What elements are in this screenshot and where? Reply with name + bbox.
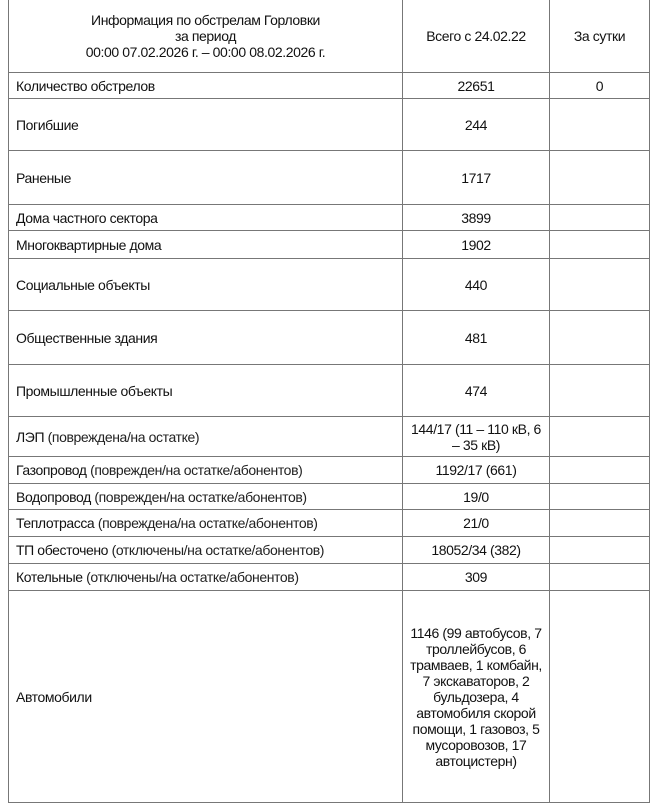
- row-label-cell: Дома частного сектора: [8, 204, 403, 231]
- header-row: Информация по обстрелам Горловки за пери…: [8, 0, 650, 73]
- row-label: Водопровод: [16, 488, 91, 505]
- row-label: Количество обстрелов: [16, 77, 155, 94]
- row-total: 144/17 (11 – 110 кВ, 6 – 35 кВ): [402, 416, 550, 457]
- row-total: 21/0: [402, 509, 550, 537]
- row-label: Дома частного сектора: [16, 209, 158, 226]
- row-label-cell: Водопровод (поврежден/на остатке/абонент…: [8, 483, 403, 510]
- row-day: [549, 310, 650, 365]
- row-label: Газопровод: [16, 462, 87, 478]
- row-note: (поврежден/на остатке/абонентов): [94, 488, 307, 505]
- header-total: Всего с 24.02.22: [402, 0, 550, 73]
- row-day: [549, 204, 650, 231]
- row-label-cell: Многоквартирные дома: [8, 230, 403, 259]
- row-label-cell: Газопровод (поврежден/на остатке/абонент…: [8, 456, 403, 484]
- row-day: [549, 258, 650, 311]
- row-total: 3899: [402, 204, 550, 231]
- row-label-cell: Социальные объекты: [8, 258, 403, 311]
- row-total: 481: [402, 310, 550, 365]
- row-total: 1717: [402, 150, 550, 205]
- table-row: Дома частного сектора 3899: [8, 204, 650, 231]
- row-label-cell: Количество обстрелов: [8, 72, 403, 99]
- row-label-cell: Промышленные объекты: [8, 364, 403, 417]
- title-line: 00:00 07.02.2026 г. – 00:00 08.02.2026 г…: [85, 43, 326, 60]
- row-label: Социальные объекты: [16, 276, 150, 293]
- row-day: [549, 98, 650, 151]
- row-day: [549, 590, 650, 803]
- table-row: Теплотрасса (повреждена/на остатке/абоне…: [8, 509, 650, 537]
- row-total: 440: [402, 258, 550, 311]
- row-day: [549, 150, 650, 205]
- header-title: Информация по обстрелам Горловки за пери…: [8, 0, 403, 73]
- header-day: За сутки: [549, 0, 650, 73]
- row-label: Теплотрасса: [16, 515, 95, 531]
- row-day: [549, 563, 650, 591]
- row-total: 1146 (99 автобусов, 7 троллейбусов, 6 тр…: [402, 590, 550, 803]
- shelling-info-table: Информация по обстрелам Горловки за пери…: [8, 0, 650, 803]
- row-label-cell: Раненые: [8, 150, 403, 205]
- table-row: Раненые 1717: [8, 150, 650, 205]
- table-row: Общественные здания 481: [8, 310, 650, 365]
- row-label: Раненые: [16, 169, 71, 186]
- row-day: [549, 483, 650, 510]
- table-row: Многоквартирные дома 1902: [8, 230, 650, 259]
- row-label-cell: ТП обесточено (отключены/на остатке/абон…: [8, 536, 403, 564]
- table-row: Социальные объекты 440: [8, 258, 650, 311]
- row-total: 244: [402, 98, 550, 151]
- row-label-cell: Общественные здания: [8, 310, 403, 365]
- row-day: [549, 230, 650, 259]
- title-line: за период: [174, 27, 237, 44]
- row-total: 1192/17 (661): [402, 456, 550, 484]
- row-label-cell: Котельные (отключены/на остатке/абоненто…: [8, 563, 403, 591]
- row-label: Многоквартирные дома: [16, 236, 162, 253]
- table-row: Автомобили 1146 (99 автобусов, 7 троллей…: [8, 590, 650, 803]
- row-note: (отключены/на остатке/абонентов): [86, 569, 299, 585]
- table-row: ТП обесточено (отключены/на остатке/абон…: [8, 536, 650, 564]
- row-label-cell: ЛЭП (повреждена/на остатке): [8, 416, 403, 457]
- row-day: 0: [549, 72, 650, 99]
- row-note: (поврежден/на остатке/абонентов): [90, 462, 303, 478]
- row-note: (повреждена/на остатке): [47, 428, 200, 445]
- table-row: Водопровод (поврежден/на остатке/абонент…: [8, 483, 650, 510]
- table-row: Газопровод (поврежден/на остатке/абонент…: [8, 456, 650, 484]
- table-row: ЛЭП (повреждена/на остатке) 144/17 (11 –…: [8, 416, 650, 457]
- row-day: [549, 364, 650, 417]
- row-label: Погибшие: [16, 116, 79, 133]
- row-note: (отключены/на остатке/абонентов): [111, 542, 325, 558]
- table-row: Погибшие 244: [8, 98, 650, 151]
- row-note: (повреждена/на остатке/абонентов): [97, 515, 318, 531]
- row-label-cell: Автомобили: [8, 590, 403, 803]
- row-day: [549, 536, 650, 564]
- row-label: ТП обесточено: [16, 542, 109, 558]
- row-total: 474: [402, 364, 550, 417]
- row-label-cell: Погибшие: [8, 98, 403, 151]
- row-day: [549, 456, 650, 484]
- row-label: Котельные: [16, 569, 83, 585]
- table-row: Промышленные объекты 474: [8, 364, 650, 417]
- table-row: Котельные (отключены/на остатке/абоненто…: [8, 563, 650, 591]
- row-total: 309: [402, 563, 550, 591]
- row-label: Промышленные объекты: [16, 382, 173, 399]
- row-day: [549, 509, 650, 537]
- row-day: [549, 416, 650, 457]
- row-total: 18052/34 (382): [402, 536, 550, 564]
- row-total: 19/0: [402, 483, 550, 510]
- row-label: ЛЭП: [16, 428, 45, 445]
- row-label-cell: Теплотрасса (повреждена/на остатке/абоне…: [8, 509, 403, 537]
- table-row: Количество обстрелов 22651 0: [8, 72, 650, 99]
- row-total: 1902: [402, 230, 550, 259]
- row-label: Общественные здания: [16, 329, 158, 346]
- row-total: 22651: [402, 72, 550, 99]
- row-label: Автомобили: [16, 688, 92, 705]
- title-line: Информация по обстрелам Горловки: [91, 11, 320, 28]
